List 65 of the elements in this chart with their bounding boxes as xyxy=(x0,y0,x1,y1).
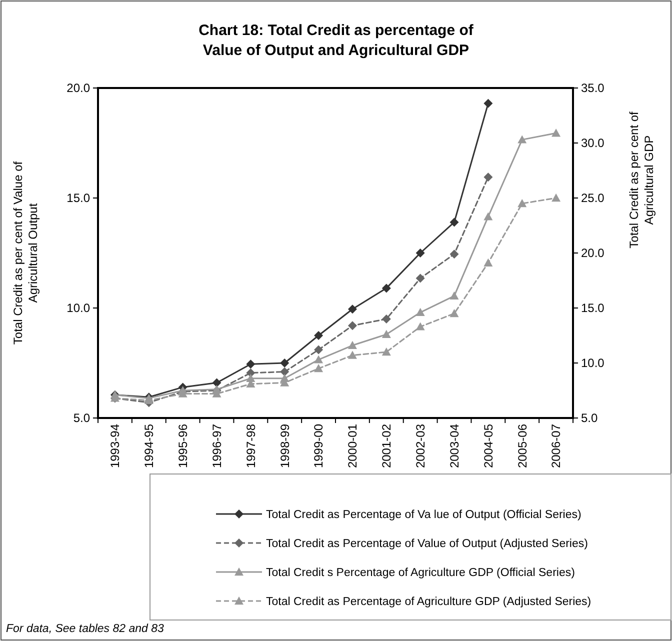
y-tick-label: 10.0 xyxy=(66,301,90,316)
point xyxy=(348,350,357,359)
x-tick-label: 2000-01 xyxy=(346,424,360,468)
point xyxy=(450,309,459,318)
x-tick-label: 2002-03 xyxy=(414,424,428,468)
text: For data, See tables 82 and 83 xyxy=(6,623,165,635)
legend-label: Total Credit as Percentage of Agriculture GDP (Adjusted Series) xyxy=(266,596,592,608)
point xyxy=(552,194,561,202)
y2-axis-title: Total Credit as per cent of Agricultural GDP xyxy=(627,110,656,248)
point xyxy=(382,330,391,338)
x-tick-label: 1998-99 xyxy=(278,424,292,468)
x-tick-label: 1994-95 xyxy=(142,424,156,468)
x-tick-label: 1999-00 xyxy=(312,424,326,468)
point xyxy=(484,172,493,182)
point xyxy=(450,291,459,300)
point xyxy=(382,284,391,293)
legend-label: Total Credit s Percentage of Agriculture GDP (Official Series) xyxy=(266,567,576,580)
legend-label: Total Credit as Percentage of Va lue of Output (Official Series) xyxy=(266,509,582,522)
point xyxy=(314,331,324,340)
point xyxy=(450,250,459,259)
x-tick-label: 2006-07 xyxy=(549,424,564,468)
point xyxy=(348,304,357,314)
y2-tick-label: 35.0 xyxy=(581,81,605,96)
point xyxy=(416,248,425,258)
point xyxy=(212,378,222,388)
point xyxy=(314,355,324,364)
point xyxy=(382,348,391,356)
y2-tick-label: 5.0 xyxy=(581,411,598,426)
x-tick-label: 2001-02 xyxy=(380,424,394,468)
point xyxy=(484,212,493,220)
x-tick-label: 1996-97 xyxy=(210,424,224,468)
point xyxy=(552,128,561,137)
y-tick-label: 5.0 xyxy=(73,411,90,426)
chart-title: Chart 18: Total Credit as percentage of Value of Output and Agricultural GDP xyxy=(198,22,474,59)
y2-tick-label: 30.0 xyxy=(581,136,605,150)
x-tick-label: 2004-05 xyxy=(481,424,496,468)
y2-tick-label: 25.0 xyxy=(581,191,605,206)
x-tick-label: 1993-94 xyxy=(108,424,122,468)
x-tick-label: 1997-98 xyxy=(244,424,258,468)
y-tick-label: 15.0 xyxy=(66,191,90,206)
point xyxy=(280,358,290,368)
point xyxy=(518,135,527,144)
point xyxy=(450,218,459,227)
point xyxy=(518,199,527,208)
y2-tick-label: 10.0 xyxy=(581,356,605,370)
point xyxy=(484,258,493,266)
legend-label: Total Credit as Percentage of Value of Output (Adjusted Series) xyxy=(266,538,588,550)
y-tick-label: 20.0 xyxy=(66,81,90,96)
x-tick-label: 2003-04 xyxy=(447,424,462,468)
y2-tick-label: 20.0 xyxy=(581,246,605,260)
y-axis-title: Total Credit as per cent of Value of Agricultural Output xyxy=(11,160,40,345)
point xyxy=(416,274,425,283)
x-tick-label: 2005-06 xyxy=(515,424,530,468)
point xyxy=(484,98,493,108)
point xyxy=(280,367,290,376)
point xyxy=(348,321,357,330)
point xyxy=(348,340,357,349)
x-tick-label: 1995-96 xyxy=(176,424,190,468)
point xyxy=(416,322,425,330)
point xyxy=(416,308,425,316)
point xyxy=(314,364,324,372)
point xyxy=(246,360,256,369)
y2-tick-label: 15.0 xyxy=(581,301,605,316)
point xyxy=(382,314,391,324)
point xyxy=(314,345,324,354)
